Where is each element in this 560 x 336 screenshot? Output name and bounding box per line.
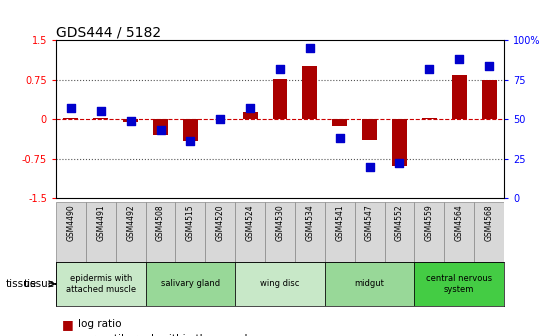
Text: epidermis with
attached muscle: epidermis with attached muscle xyxy=(66,274,136,294)
Bar xyxy=(235,202,265,262)
Bar xyxy=(354,202,385,262)
Point xyxy=(67,106,76,111)
Bar xyxy=(414,202,444,262)
Bar xyxy=(362,119,377,140)
Text: GSM4547: GSM4547 xyxy=(365,205,374,241)
Text: GSM4524: GSM4524 xyxy=(246,205,255,241)
Bar xyxy=(392,119,407,166)
Text: GSM4568: GSM4568 xyxy=(484,205,493,241)
Text: ■: ■ xyxy=(62,318,73,331)
Point xyxy=(455,56,464,62)
Bar xyxy=(175,202,206,262)
Bar xyxy=(183,119,198,141)
Text: percentile rank within the sample: percentile rank within the sample xyxy=(78,334,254,336)
Point xyxy=(425,66,434,72)
Bar xyxy=(63,118,78,119)
Bar xyxy=(242,113,258,119)
Bar xyxy=(206,202,235,262)
Bar xyxy=(94,118,108,119)
Point xyxy=(484,63,493,68)
Text: GSM4490: GSM4490 xyxy=(67,205,76,241)
Point xyxy=(126,118,135,124)
Bar xyxy=(482,80,497,119)
Text: ■: ■ xyxy=(62,333,73,336)
Bar xyxy=(325,262,414,306)
Text: wing disc: wing disc xyxy=(260,280,300,288)
Point xyxy=(305,46,314,51)
Text: central nervous
system: central nervous system xyxy=(426,274,492,294)
Bar xyxy=(146,202,175,262)
Text: GSM4541: GSM4541 xyxy=(335,205,344,241)
Text: GDS444 / 5182: GDS444 / 5182 xyxy=(56,25,161,39)
Bar xyxy=(146,262,235,306)
Bar xyxy=(422,118,437,119)
Text: GSM4508: GSM4508 xyxy=(156,205,165,241)
Text: log ratio: log ratio xyxy=(78,319,122,329)
Bar xyxy=(444,202,474,262)
Bar xyxy=(123,119,138,122)
Bar xyxy=(273,79,287,119)
Text: GSM4520: GSM4520 xyxy=(216,205,225,241)
Point xyxy=(335,135,344,141)
Bar xyxy=(265,202,295,262)
Text: GSM4564: GSM4564 xyxy=(455,205,464,241)
Bar xyxy=(116,202,146,262)
Text: midgut: midgut xyxy=(354,280,385,288)
Bar xyxy=(325,202,354,262)
Point xyxy=(395,161,404,166)
Text: GSM4534: GSM4534 xyxy=(305,205,314,241)
Bar xyxy=(452,75,466,119)
Text: GSM4491: GSM4491 xyxy=(96,205,105,241)
Text: tissue: tissue xyxy=(24,279,54,289)
Point xyxy=(216,117,225,122)
Bar xyxy=(332,119,347,126)
Text: GSM4559: GSM4559 xyxy=(425,205,434,241)
Bar xyxy=(153,119,168,135)
Bar xyxy=(86,202,116,262)
Bar xyxy=(385,202,414,262)
Point xyxy=(246,106,255,111)
Bar xyxy=(414,262,504,306)
Bar xyxy=(56,202,86,262)
Text: salivary gland: salivary gland xyxy=(161,280,220,288)
Text: GSM4552: GSM4552 xyxy=(395,205,404,241)
Point xyxy=(365,164,374,169)
Point xyxy=(276,66,284,72)
Text: GSM4515: GSM4515 xyxy=(186,205,195,241)
Point xyxy=(186,139,195,144)
Bar xyxy=(474,202,504,262)
Point xyxy=(96,109,105,114)
Text: tissue: tissue xyxy=(6,279,37,289)
Bar xyxy=(302,66,318,119)
Bar xyxy=(295,202,325,262)
Point xyxy=(156,128,165,133)
Text: GSM4492: GSM4492 xyxy=(126,205,135,241)
Bar xyxy=(56,262,146,306)
Bar xyxy=(235,262,325,306)
Text: GSM4530: GSM4530 xyxy=(276,205,284,241)
